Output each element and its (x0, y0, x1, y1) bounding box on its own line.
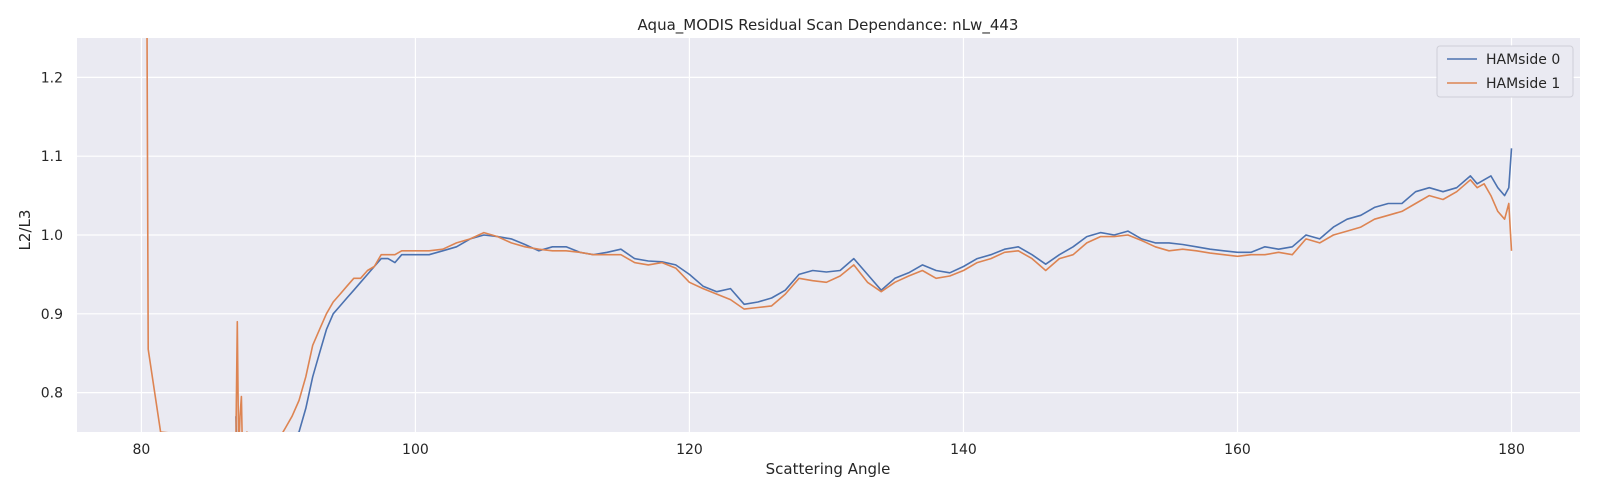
series-line-hamside-1 (146, 38, 1513, 432)
x-tick-label: 160 (1224, 442, 1251, 458)
x-axis-ticks: 80 100 120 140 160 180 (132, 442, 1524, 458)
x-tick-label: 100 (402, 442, 429, 458)
legend: HAMside 0 HAMside 1 (1436, 45, 1574, 98)
x-axis-label: Scattering Angle (766, 460, 891, 478)
y-axis-ticks: 0.8 0.9 1.0 1.1 1.2 (41, 70, 63, 401)
y-tick-label: 1.2 (41, 70, 63, 86)
y-tick-label: 0.8 (41, 386, 63, 402)
x-tick-label: 120 (676, 442, 703, 458)
series-line-hamside-0 (235, 148, 1513, 432)
series-layer (146, 38, 1513, 432)
y-tick-label: 0.9 (41, 307, 63, 323)
x-tick-label: 80 (132, 442, 150, 458)
x-tick-label: 140 (950, 442, 977, 458)
y-axis-label: L2/L3 (16, 210, 34, 251)
grid (77, 38, 1580, 432)
y-tick-label: 1.0 (41, 228, 63, 244)
x-tick-label: 180 (1498, 442, 1525, 458)
legend-label-hamside-0: HAMside 0 (1486, 52, 1560, 68)
chart-title: Aqua_MODIS Residual Scan Dependance: nLw… (638, 16, 1019, 35)
y-tick-label: 1.1 (41, 149, 63, 165)
legend-label-hamside-1: HAMside 1 (1486, 76, 1560, 92)
